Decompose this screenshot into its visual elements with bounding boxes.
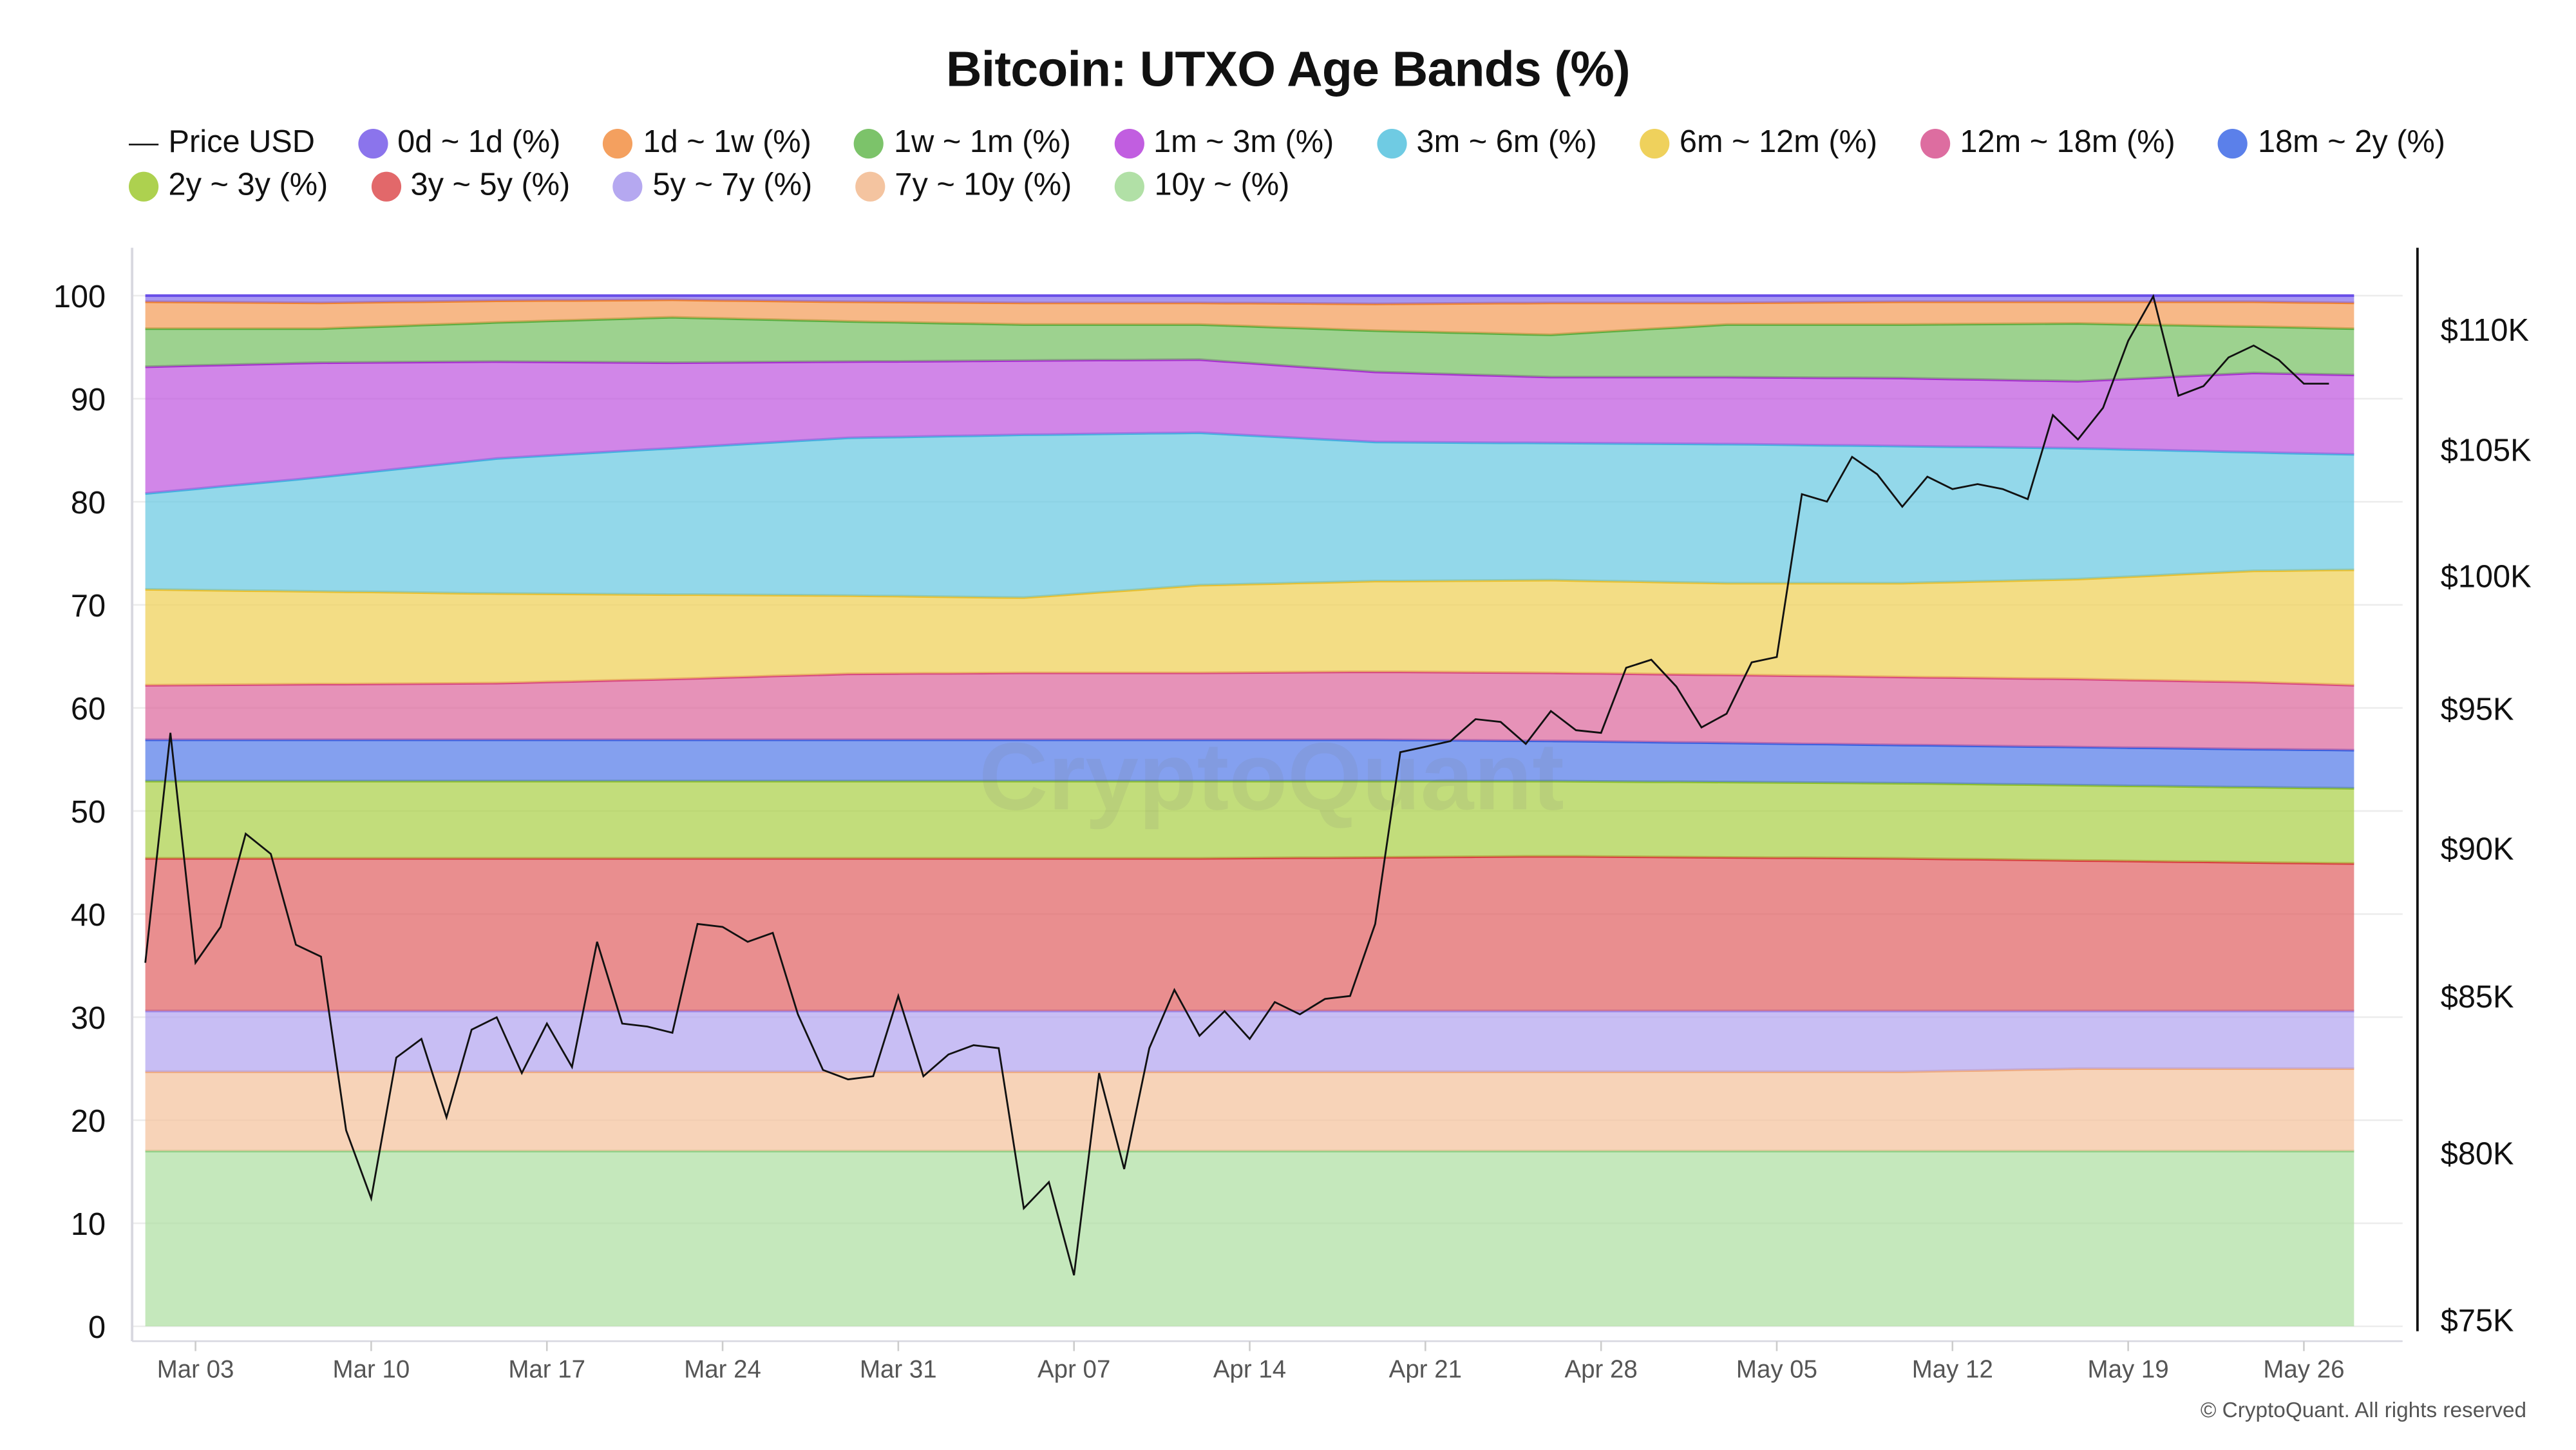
legend-label: 7y ~ 10y (%): [895, 168, 1072, 204]
x-tick-label: May 19: [2088, 1355, 2169, 1383]
legend-swatch-icon: [128, 171, 159, 202]
legend: Price USD 0d ~ 1d (%) 1d ~ 1w (%) 1w ~ 1m …: [128, 125, 2488, 162]
area-band: [145, 569, 2354, 685]
line-swatch-icon: [128, 142, 159, 145]
x-tick-label: Apr 28: [1565, 1355, 1638, 1383]
legend-swatch-icon: [612, 171, 643, 202]
y-right-tick-label: $105K: [2441, 434, 2532, 468]
legend-swatch-icon: [1376, 128, 1407, 159]
x-tick-label: Mar 17: [508, 1355, 585, 1383]
legend-swatch-icon: [1640, 128, 1670, 159]
area-band: [145, 1150, 2354, 1326]
x-tick-label: May 12: [1912, 1355, 1993, 1383]
legend-item[interactable]: 1w ~ 1m (%): [854, 125, 1071, 162]
stacked-areas: [145, 294, 2354, 1326]
legend-item[interactable]: 12m ~ 18m (%): [1920, 126, 2175, 162]
legend-swatch-icon: [603, 128, 634, 159]
watermark: CryptoQuant: [979, 722, 1564, 830]
legend-item[interactable]: 0d ~ 1d (%): [357, 125, 561, 162]
legend-item[interactable]: 10y ~ (%): [1114, 168, 1290, 205]
legend-label: 10y ~ (%): [1154, 168, 1290, 204]
area-band: [145, 856, 2354, 1011]
area-band: [145, 672, 2354, 750]
x-tick-label: Apr 21: [1389, 1355, 1462, 1383]
legend-label: 0d ~ 1d (%): [397, 125, 561, 160]
copyright: © CryptoQuant. All rights reserved: [2200, 1397, 2527, 1422]
y-right-tick-label: $95K: [2441, 692, 2514, 727]
area-band: [145, 300, 2354, 335]
legend-label: 1w ~ 1m (%): [894, 125, 1071, 160]
x-tick-label: Mar 31: [860, 1355, 937, 1383]
legend-swatch-icon: [370, 171, 401, 202]
legend-item[interactable]: 1d ~ 1w (%): [603, 126, 811, 162]
legend-swatch-icon: [357, 128, 388, 159]
legend-label: 1m ~ 3m (%): [1153, 125, 1334, 160]
y-tick-label: 40: [71, 898, 106, 933]
y-right-tick-label: $100K: [2441, 560, 2532, 595]
area-band: [145, 1011, 2354, 1072]
x-tick-label: Mar 03: [157, 1355, 234, 1383]
legend-item[interactable]: 6m ~ 12m (%): [1640, 126, 1877, 162]
legend-label: 12m ~ 18m (%): [1960, 125, 2175, 160]
legend-row-2: 2y ~ 3y (%) 3y ~ 5y (%) 5y ~ 7y (%) 7y ~ 10…: [128, 168, 1332, 205]
y-tick-label: 100: [53, 280, 106, 314]
y-tick-label: 60: [71, 692, 106, 727]
y-tick-label: 50: [71, 795, 106, 830]
y-right-tick-label: $110K: [2441, 313, 2529, 348]
legend-item[interactable]: 1m ~ 3m (%): [1113, 125, 1334, 162]
legend-label: 5y ~ 7y (%): [652, 168, 813, 204]
chart-title: Bitcoin: UTXO Age Bands (%): [946, 43, 1631, 98]
legend-item[interactable]: 2y ~ 3y (%): [128, 168, 328, 205]
legend-label: Price USD: [168, 125, 315, 160]
area-band: [145, 295, 2354, 304]
x-tick-label: Apr 07: [1037, 1355, 1110, 1383]
y-tick-label: 70: [71, 589, 106, 624]
area-band: [145, 359, 2354, 494]
area-band: [145, 317, 2354, 381]
legend-item[interactable]: 5y ~ 7y (%): [612, 168, 813, 205]
x-tick-label: Mar 24: [684, 1355, 761, 1383]
legend-item[interactable]: 3y ~ 5y (%): [370, 168, 571, 205]
y-right-tick-label: $90K: [2441, 832, 2514, 867]
legend-swatch-icon: [1114, 171, 1145, 202]
legend-label: 1d ~ 1w (%): [643, 125, 811, 160]
area-band: [145, 739, 2354, 788]
y-right-tick-label: $75K: [2441, 1304, 2514, 1339]
y-tick-label: 80: [71, 486, 106, 520]
legend-swatch-icon: [854, 128, 884, 159]
area-band: [145, 1068, 2354, 1151]
area-band: [145, 432, 2354, 598]
legend-item[interactable]: 3m ~ 6m (%): [1376, 125, 1597, 162]
x-tick-label: Apr 14: [1213, 1355, 1286, 1383]
legend-label: 3m ~ 6m (%): [1416, 125, 1597, 160]
legend-label: 18m ~ 2y (%): [2257, 125, 2446, 160]
legend-item[interactable]: 18m ~ 2y (%): [2218, 126, 2445, 162]
legend-swatch-icon: [855, 171, 886, 202]
y-tick-label: 30: [71, 1001, 106, 1036]
legend-swatch-icon: [1113, 128, 1144, 159]
y-right-tick-label: $80K: [2441, 1137, 2514, 1172]
legend-swatch-icon: [2218, 128, 2248, 159]
legend-item-price[interactable]: Price USD: [128, 125, 315, 162]
legend-label: 3y ~ 5y (%): [410, 168, 571, 204]
price-line: [144, 294, 2329, 1276]
y-tick-label: 90: [71, 383, 106, 417]
legend-swatch-icon: [1920, 128, 1951, 159]
area-band: [145, 781, 2354, 864]
legend-item[interactable]: 7y ~ 10y (%): [855, 169, 1072, 205]
y-tick-label: 10: [71, 1207, 106, 1242]
legend-label: 2y ~ 3y (%): [168, 168, 328, 204]
y-right-tick-label: $85K: [2441, 980, 2514, 1015]
x-tick-label: May 26: [2263, 1355, 2344, 1383]
legend-label: 6m ~ 12m (%): [1679, 125, 1878, 160]
x-tick-label: May 05: [1736, 1355, 1817, 1383]
y-tick-label: 0: [88, 1310, 106, 1345]
y-tick-label: 20: [71, 1104, 106, 1139]
x-tick-label: Mar 10: [333, 1355, 410, 1383]
